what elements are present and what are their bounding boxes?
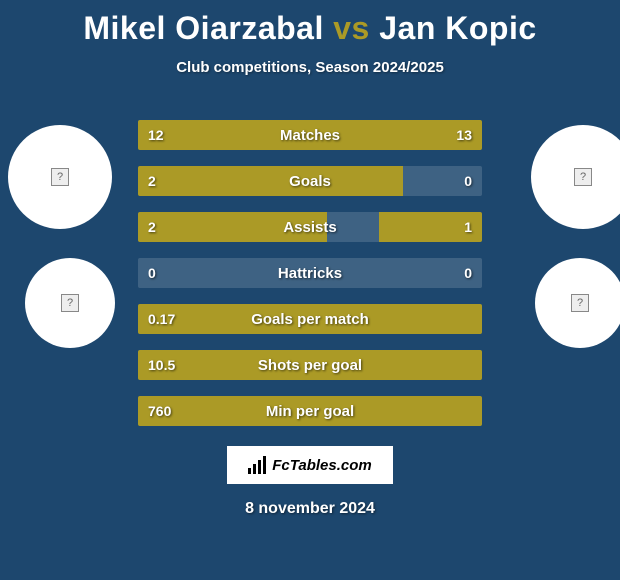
logo-text: FcTables.com — [272, 457, 371, 474]
broken-image-icon: ? — [61, 294, 79, 312]
stat-bar-left — [138, 120, 303, 150]
subtitle: Club competitions, Season 2024/2025 — [0, 59, 620, 76]
stat-bar-left — [138, 166, 403, 196]
stat-bar-gap — [327, 212, 379, 242]
stat-row: Min per goal760 — [138, 396, 482, 426]
stat-bar-right — [379, 212, 482, 242]
player2-name: Jan Kopic — [379, 10, 536, 46]
vs-label: vs — [333, 10, 370, 46]
fctables-logo: FcTables.com — [225, 444, 395, 486]
player1-name: Mikel Oiarzabal — [83, 10, 323, 46]
stat-row: Assists21 — [138, 212, 482, 242]
stat-bar-left — [138, 304, 482, 334]
footer-date: 8 november 2024 — [0, 500, 620, 518]
stat-bar-right — [303, 120, 482, 150]
stat-bar-left — [138, 396, 482, 426]
player2-club-avatar: ? — [535, 258, 620, 348]
broken-image-icon: ? — [574, 168, 592, 186]
stat-row: Goals20 — [138, 166, 482, 196]
broken-image-icon: ? — [571, 294, 589, 312]
player1-club-avatar: ? — [25, 258, 115, 348]
stat-bar-left — [138, 350, 482, 380]
stat-row: Matches1213 — [138, 120, 482, 150]
logo-bars-icon — [248, 456, 266, 474]
comparison-chart: Matches1213 Goals20 Assists21 Hattricks00 Go… — [138, 120, 482, 442]
stat-bar-gap — [138, 258, 482, 288]
comparison-title: Mikel Oiarzabal vs Jan Kopic — [0, 0, 620, 47]
player1-avatar: ? — [8, 125, 112, 229]
stat-bar-left — [138, 212, 327, 242]
stat-bar-gap — [403, 166, 482, 196]
stat-row: Hattricks00 — [138, 258, 482, 288]
broken-image-icon: ? — [51, 168, 69, 186]
player2-avatar: ? — [531, 125, 620, 229]
stat-row: Goals per match0.17 — [138, 304, 482, 334]
stat-row: Shots per goal10.5 — [138, 350, 482, 380]
